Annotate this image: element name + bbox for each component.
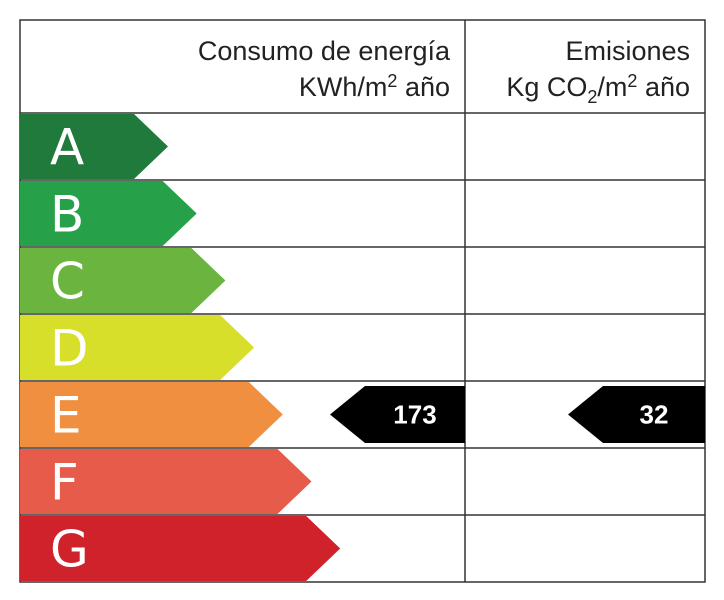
energy-unit: KWh/m2 año <box>299 71 450 102</box>
class-letter: G <box>50 521 89 579</box>
unit-text: /m <box>597 72 627 102</box>
unit-sup: 2 <box>627 71 637 91</box>
unit-sup: 2 <box>387 71 397 91</box>
unit-sub: 2 <box>587 87 597 107</box>
class-letter: E <box>50 387 82 445</box>
emissions-unit: Kg CO2/m2 año <box>506 71 690 107</box>
class-letter: F <box>50 454 79 512</box>
class-arrow <box>20 315 255 380</box>
rating-value: 173 <box>393 400 436 430</box>
energy-header: Consumo de energía <box>198 36 451 66</box>
class-letter: A <box>50 119 84 177</box>
class-letter: B <box>50 186 84 244</box>
class-letter: D <box>50 320 89 378</box>
unit-text: Kg CO <box>506 72 587 102</box>
class-letter: C <box>50 253 85 311</box>
emissions-header: Emisiones <box>565 36 690 66</box>
class-arrow <box>20 114 168 179</box>
unit-text: año <box>397 72 450 102</box>
unit-text: KWh/m <box>299 72 388 102</box>
rating-tag <box>568 386 705 443</box>
class-arrow <box>20 449 312 514</box>
class-arrow <box>20 516 341 581</box>
unit-text: año <box>637 72 690 102</box>
rating-value: 32 <box>640 400 669 430</box>
class-arrow <box>20 248 226 313</box>
class-arrow <box>20 181 197 246</box>
rating-tag <box>330 386 465 443</box>
class-arrow <box>20 382 283 447</box>
